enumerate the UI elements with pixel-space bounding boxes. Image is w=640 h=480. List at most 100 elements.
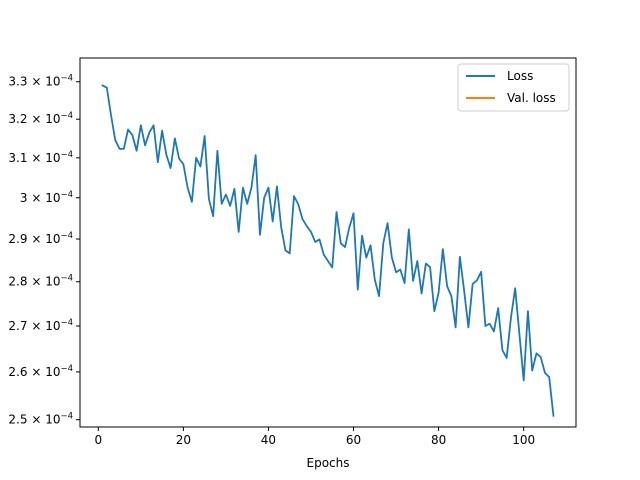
plot-area xyxy=(101,84,555,417)
data-point xyxy=(136,150,138,152)
data-point xyxy=(204,135,206,137)
data-point xyxy=(110,114,112,116)
data-point xyxy=(472,283,474,285)
y-axis-ticks: 2.5 × 10−4 2.6 × 10−4 2.7 × 10−4 2.8 × 10−4… xyxy=(8,74,80,427)
data-point xyxy=(221,203,223,205)
data-point xyxy=(527,310,529,312)
data-point xyxy=(327,260,329,262)
axes-frame xyxy=(79,57,577,428)
x-tick-label: 80 xyxy=(431,433,446,447)
data-point xyxy=(391,256,393,258)
data-point xyxy=(199,166,201,168)
data-point xyxy=(212,215,214,217)
data-point xyxy=(140,124,142,126)
data-point xyxy=(506,357,508,359)
y-tick-label: 2.7 × 10−4 xyxy=(8,318,73,333)
x-tick-label: 40 xyxy=(261,433,276,447)
data-point xyxy=(336,211,338,213)
data-point xyxy=(514,287,516,289)
data-point xyxy=(263,197,265,199)
data-point xyxy=(476,279,478,281)
legend: Loss Val. loss xyxy=(457,63,570,112)
data-point xyxy=(229,205,231,207)
data-point xyxy=(412,280,414,282)
data-point xyxy=(387,222,389,224)
data-point xyxy=(429,266,431,268)
x-tick-label: 0 xyxy=(94,433,102,447)
data-point xyxy=(357,289,359,291)
data-point xyxy=(123,148,125,150)
x-tick-label: 100 xyxy=(512,433,535,447)
data-point xyxy=(344,246,346,248)
data-point xyxy=(510,317,512,319)
data-point xyxy=(463,289,465,291)
data-point xyxy=(374,279,376,281)
data-point xyxy=(119,148,121,150)
data-point xyxy=(267,187,269,189)
data-point xyxy=(421,293,423,295)
data-point xyxy=(361,235,363,237)
data-point xyxy=(489,323,491,325)
x-tick-label: 60 xyxy=(346,433,361,447)
data-point xyxy=(544,372,546,374)
data-point xyxy=(106,87,108,89)
data-point xyxy=(238,231,240,233)
series-line-loss xyxy=(101,84,555,417)
data-point xyxy=(306,225,308,227)
legend-label-val-loss: Val. loss xyxy=(507,91,556,105)
data-point xyxy=(259,234,261,236)
data-point xyxy=(272,221,274,223)
y-tick-label: 2.8 × 10−4 xyxy=(8,274,73,289)
data-point xyxy=(518,333,520,335)
data-point xyxy=(195,157,197,159)
y-tick-label: 3.3 × 10−4 xyxy=(8,74,73,89)
x-axis-title: Epochs xyxy=(307,456,350,470)
data-point xyxy=(318,238,320,240)
data-point xyxy=(297,203,299,205)
data-point xyxy=(450,295,452,297)
data-point xyxy=(323,254,325,256)
data-point xyxy=(425,263,427,265)
data-point xyxy=(144,144,146,146)
data-point xyxy=(535,352,537,354)
data-point xyxy=(289,252,291,254)
data-point xyxy=(310,231,312,233)
data-point xyxy=(493,330,495,332)
data-point xyxy=(552,415,554,417)
x-axis-ticks: 0 20 40 60 80 100 xyxy=(94,427,535,447)
data-point xyxy=(157,161,159,163)
data-point xyxy=(404,282,406,284)
data-point xyxy=(246,203,248,205)
data-point xyxy=(484,325,486,327)
data-point xyxy=(353,212,355,214)
data-point xyxy=(523,379,525,381)
data-point xyxy=(378,295,380,297)
data-point xyxy=(174,137,176,139)
data-point xyxy=(225,194,227,196)
data-point xyxy=(531,370,533,372)
data-point xyxy=(255,154,257,156)
data-point xyxy=(148,132,150,134)
data-point xyxy=(446,285,448,287)
data-point xyxy=(182,163,184,165)
data-point xyxy=(348,227,350,229)
y-tick-label: 3 × 10−4 xyxy=(20,190,73,205)
data-point xyxy=(497,307,499,309)
data-point xyxy=(548,376,550,378)
data-point xyxy=(382,242,384,244)
data-point xyxy=(131,134,133,136)
y-tick-label: 2.9 × 10−4 xyxy=(8,231,73,246)
data-point xyxy=(408,228,410,230)
data-point xyxy=(178,158,180,160)
data-point xyxy=(459,256,461,258)
data-point xyxy=(127,129,129,131)
data-point xyxy=(467,326,469,328)
data-point xyxy=(365,257,367,259)
data-point xyxy=(395,271,397,273)
data-point xyxy=(501,349,503,351)
data-point xyxy=(114,139,116,141)
data-point xyxy=(191,201,193,203)
data-point xyxy=(399,269,401,271)
x-tick-label: 20 xyxy=(176,433,191,447)
data-point xyxy=(250,187,252,189)
